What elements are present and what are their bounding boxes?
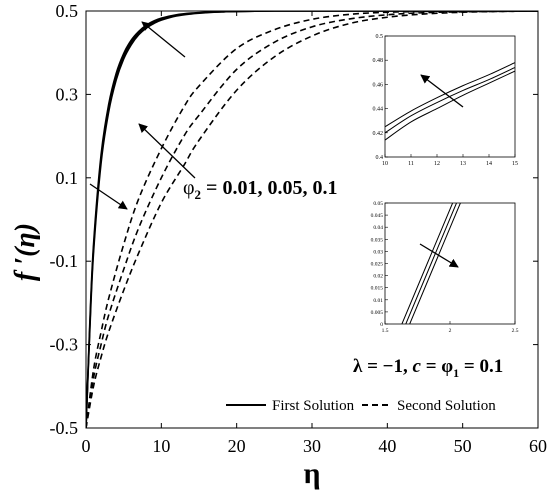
inset-y-tick-label: 0.03	[373, 249, 383, 255]
inset-y-tick-label: 0.035	[371, 237, 384, 243]
inset-curve	[401, 203, 454, 324]
inset-y-tick-label: 0.44	[373, 107, 384, 113]
inset-y-tick-label: 0.025	[371, 262, 384, 268]
x-tick-label: 30	[303, 436, 321, 456]
inset-x-tick-label: 13	[460, 161, 466, 167]
inset-y-tick-label: 0.01	[373, 298, 383, 304]
inset-y-tick-label: 0.4	[376, 155, 384, 161]
inset-frame	[384, 202, 516, 325]
legend-first-solution: First Solution	[272, 398, 355, 414]
x-axis-label: η	[303, 457, 320, 490]
arrow-first-bottom	[89, 183, 128, 210]
x-tick-label: 0	[82, 436, 91, 456]
inset-curve	[385, 62, 515, 128]
parameters-annotation: λ = −1, c = φ1 = 0.1	[353, 356, 503, 380]
inset-y-tick-label: 0.42	[373, 131, 384, 137]
x-tick-label: 10	[152, 436, 170, 456]
inset-curve	[409, 203, 461, 324]
inset-x-tick-label: 1.5	[382, 328, 389, 334]
phi2-annotation: φ2 = 0.01, 0.05, 0.1	[183, 177, 337, 202]
arrow-first-top	[141, 21, 186, 58]
main-plot: 0 10 20 30 40 50 60-0.5-0.3-0.10.10.30.5	[50, 1, 548, 456]
y-tick-label: -0.3	[50, 335, 79, 355]
x-tick-label: 20	[228, 436, 246, 456]
inset-y-tick-label: 0.04	[373, 225, 383, 231]
inset-x-tick-label: 10	[382, 161, 388, 167]
inset-lower: 1.5 2 2.5 0 0.005 0.01 0.015 0.02 0.025 0.03 0.035…	[371, 201, 519, 334]
inset-x-tick-label: 12	[434, 161, 440, 167]
arrow-inset-lower	[419, 243, 459, 268]
arrow-inset-upper	[420, 74, 464, 108]
x-tick-label: 50	[454, 436, 472, 456]
legend-second-solution: Second Solution	[397, 398, 496, 414]
inset-x-tick-label: 2.5	[512, 328, 519, 334]
inset-y-tick-label: 0.46	[373, 82, 384, 88]
y-tick-label: -0.1	[50, 251, 79, 271]
second-solution-curve	[86, 11, 538, 428]
inset-y-tick-label: 0.015	[371, 286, 384, 292]
inset-curves	[401, 203, 461, 324]
y-tick-label: 0.5	[56, 1, 79, 21]
y-tick-label: 0.3	[56, 84, 79, 104]
inset-y-tick-label: 0.05	[373, 201, 383, 207]
inset-x-tick-label: 14	[486, 161, 492, 167]
inset-x-tick-label: 11	[408, 161, 414, 167]
inset-upper: 10 11 12 13 14 15 0.4 0.42 0.44 0.46 0.48 0.5	[373, 34, 519, 167]
inset-y-tick-label: 0.005	[371, 310, 384, 316]
inset-x-tick-label: 2	[449, 328, 452, 334]
x-tick-label: 40	[378, 436, 396, 456]
second-solution-curve	[86, 11, 538, 428]
inset-curve	[405, 203, 457, 324]
inset-x-tick-label: 15	[512, 161, 518, 167]
legend: First Solution Second Solution	[226, 398, 496, 414]
second-solution-curve	[86, 11, 538, 428]
inset-y-tick-label: 0.5	[376, 34, 384, 40]
curves	[86, 11, 538, 428]
first-solution-curve	[86, 11, 538, 428]
inset-y-tick-label: 0	[380, 322, 383, 328]
annotations	[89, 21, 464, 268]
inset-y-tick-label: 0.48	[373, 58, 384, 64]
y-tick-label: 0.1	[56, 168, 79, 188]
arrow-dashed	[138, 123, 196, 179]
y-tick-label: -0.5	[50, 418, 79, 438]
inset-curve	[385, 70, 515, 141]
inset-y-tick-label: 0.045	[371, 213, 384, 219]
inset-y-tick-label: 0.02	[373, 274, 383, 280]
x-tick-label: 60	[529, 436, 547, 456]
y-axis-label: f ′(η)	[10, 223, 41, 281]
